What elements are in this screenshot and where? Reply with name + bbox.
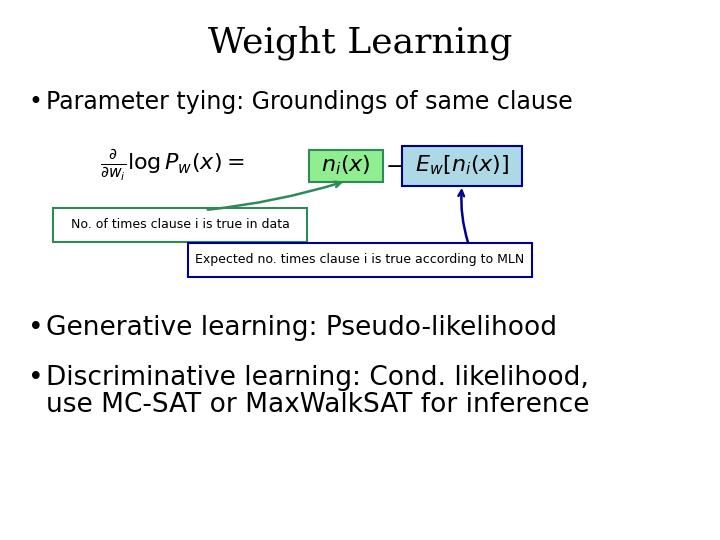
Text: $\frac{\partial}{\partial w_i}\log P_w(x) = $: $\frac{\partial}{\partial w_i}\log P_w(x… <box>100 147 244 183</box>
Text: •: • <box>28 365 44 391</box>
Text: Generative learning: Pseudo-likelihood: Generative learning: Pseudo-likelihood <box>46 315 557 341</box>
Text: Weight Learning: Weight Learning <box>208 25 512 59</box>
Text: $n_i(x)$: $n_i(x)$ <box>321 153 371 177</box>
Text: •: • <box>28 315 44 341</box>
Text: No. of times clause i is true in data: No. of times clause i is true in data <box>71 219 289 232</box>
Text: use MC-SAT or MaxWalkSAT for inference: use MC-SAT or MaxWalkSAT for inference <box>46 392 590 418</box>
FancyBboxPatch shape <box>53 208 307 242</box>
Text: Expected no. times clause i is true according to MLN: Expected no. times clause i is true acco… <box>195 253 525 267</box>
Text: •: • <box>28 90 42 114</box>
FancyBboxPatch shape <box>402 146 522 186</box>
Text: Discriminative learning: Cond. likelihood,: Discriminative learning: Cond. likelihoo… <box>46 365 589 391</box>
Text: Parameter tying: Groundings of same clause: Parameter tying: Groundings of same clau… <box>46 90 572 114</box>
FancyBboxPatch shape <box>309 150 383 182</box>
Text: $-$: $-$ <box>385 155 403 175</box>
Text: $E_w\left[n_i(x)\right]$: $E_w\left[n_i(x)\right]$ <box>415 153 509 177</box>
FancyBboxPatch shape <box>188 243 532 277</box>
